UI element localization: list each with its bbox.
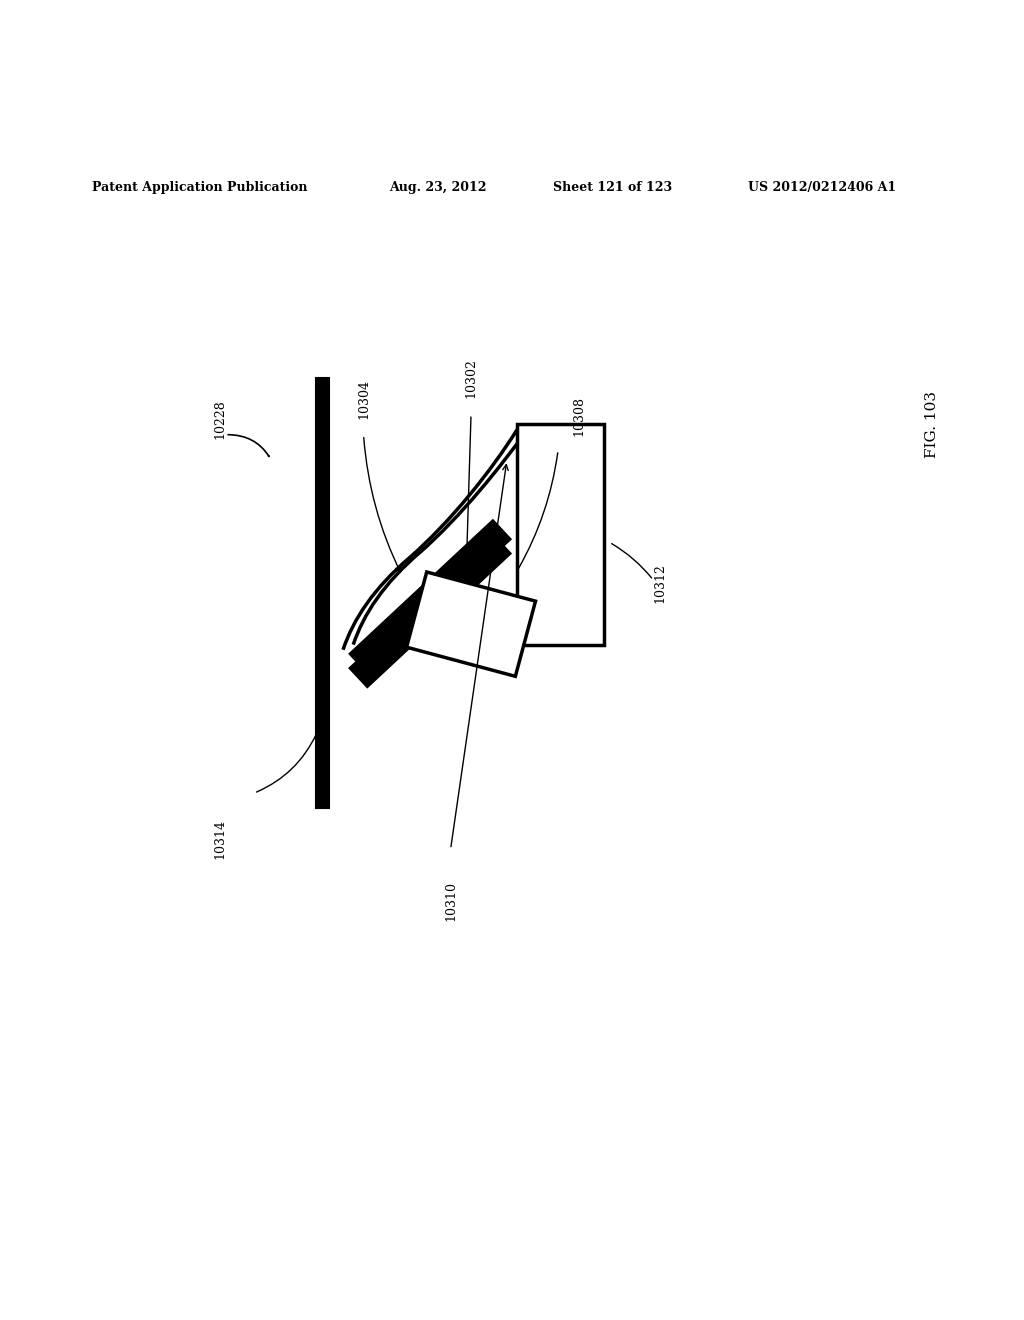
- Text: 10304: 10304: [357, 379, 370, 418]
- Text: 10302: 10302: [465, 359, 477, 399]
- Text: Patent Application Publication: Patent Application Publication: [92, 181, 307, 194]
- Text: FIG. 103: FIG. 103: [925, 391, 939, 458]
- Text: 10314: 10314: [214, 820, 226, 859]
- Text: US 2012/0212406 A1: US 2012/0212406 A1: [748, 181, 896, 194]
- Bar: [517, 425, 604, 644]
- Text: 10312: 10312: [653, 564, 667, 603]
- Text: 10310: 10310: [444, 880, 457, 920]
- FancyArrowPatch shape: [228, 434, 269, 457]
- Polygon shape: [350, 521, 510, 672]
- Text: Aug. 23, 2012: Aug. 23, 2012: [389, 181, 486, 194]
- Text: 10308: 10308: [572, 396, 585, 437]
- Polygon shape: [350, 536, 510, 686]
- Text: 10228: 10228: [214, 400, 226, 440]
- Text: Sheet 121 of 123: Sheet 121 of 123: [553, 181, 672, 194]
- Bar: [316, 379, 329, 808]
- Polygon shape: [407, 572, 536, 676]
